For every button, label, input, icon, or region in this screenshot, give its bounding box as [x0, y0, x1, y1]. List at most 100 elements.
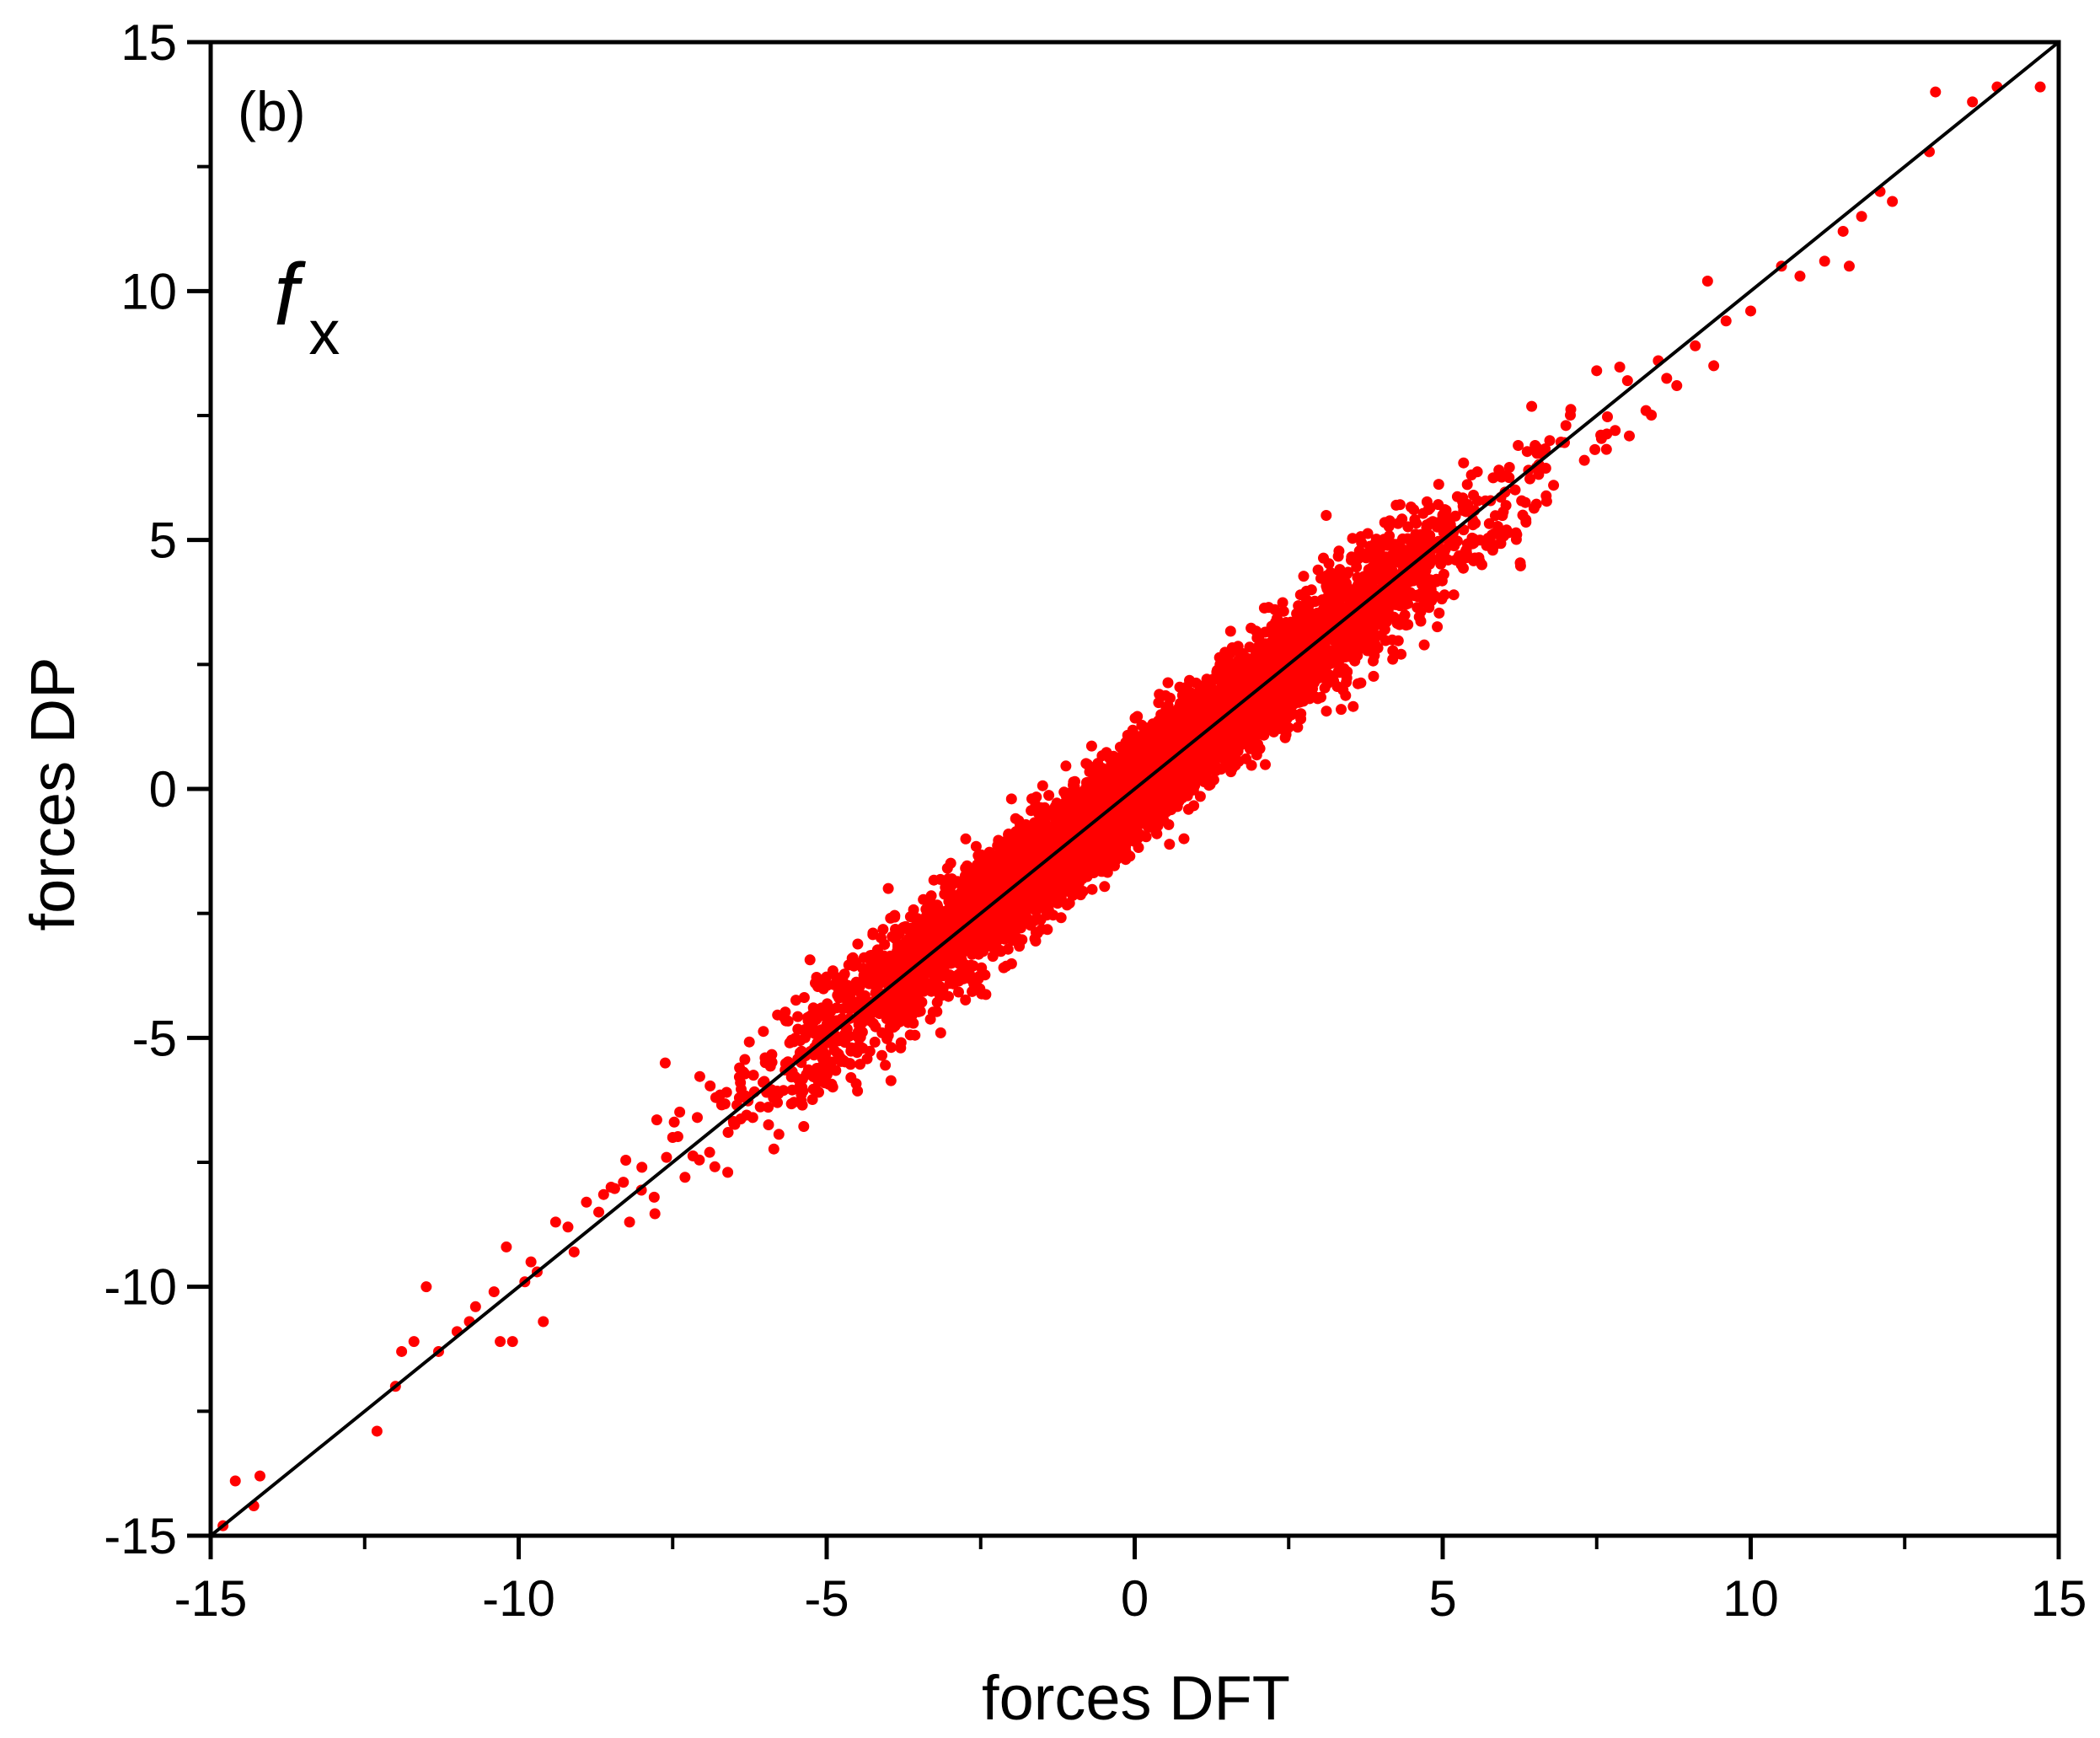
- data-point: [1794, 271, 1806, 282]
- data-point: [916, 996, 928, 1008]
- data-point: [1526, 400, 1538, 412]
- data-point: [1843, 260, 1855, 272]
- data-point: [1005, 793, 1017, 805]
- data-point: [1690, 340, 1701, 351]
- data-point: [421, 1281, 432, 1293]
- data-point: [998, 962, 1010, 974]
- data-point: [1026, 805, 1037, 817]
- data-point: [1037, 780, 1048, 791]
- data-point: [1487, 544, 1498, 556]
- data-point: [979, 969, 991, 981]
- data-point: [838, 968, 850, 980]
- data-point: [636, 1161, 648, 1173]
- data-point: [1708, 360, 1720, 372]
- data-point: [2034, 81, 2046, 93]
- data-point: [408, 1336, 420, 1348]
- data-point: [1182, 803, 1194, 815]
- data-point: [1489, 510, 1501, 522]
- data-point: [953, 986, 964, 998]
- data-point: [549, 1216, 561, 1228]
- data-point: [1509, 484, 1521, 496]
- data-point: [1510, 534, 1522, 545]
- data-point: [254, 1470, 265, 1482]
- data-point: [960, 833, 972, 845]
- data-point: [488, 1286, 500, 1298]
- data-point: [649, 1208, 661, 1220]
- data-point: [1448, 589, 1460, 601]
- data-point: [704, 1146, 715, 1158]
- data-point: [1524, 473, 1535, 485]
- data-point: [1433, 479, 1444, 491]
- data-point: [1887, 196, 1899, 207]
- data-point: [1178, 833, 1190, 845]
- data-point: [1099, 881, 1111, 893]
- data-point: [691, 1112, 703, 1124]
- data-point: [960, 994, 972, 1006]
- data-point: [1171, 801, 1183, 813]
- data-point: [581, 1196, 592, 1208]
- data-point: [1544, 435, 1556, 447]
- data-point: [1837, 225, 1849, 237]
- data-point: [651, 1114, 662, 1126]
- data-point: [1455, 559, 1467, 571]
- data-point: [1701, 276, 1713, 287]
- data-point: [1745, 305, 1756, 317]
- data-point: [1233, 755, 1245, 767]
- data-point: [1614, 362, 1626, 373]
- data-point: [1293, 600, 1304, 612]
- data-point: [865, 1015, 876, 1027]
- data-point: [1184, 674, 1195, 686]
- data-point: [1347, 533, 1358, 544]
- data-point: [747, 1070, 759, 1081]
- data-point: [1260, 759, 1271, 770]
- data-point: [1595, 429, 1607, 441]
- data-point: [1277, 597, 1288, 609]
- data-point: [1621, 375, 1633, 387]
- data-point: [1077, 886, 1089, 897]
- data-point: [1336, 704, 1347, 716]
- data-point: [1251, 632, 1263, 644]
- data-point: [538, 1316, 549, 1328]
- data-point: [763, 1119, 774, 1130]
- data-point: [495, 1336, 506, 1348]
- data-point: [1332, 550, 1344, 562]
- data-point: [1578, 454, 1590, 466]
- data-point: [1246, 759, 1257, 771]
- data-point: [593, 1206, 605, 1218]
- data-point: [882, 882, 894, 894]
- data-point: [1671, 380, 1683, 392]
- data-point: [1417, 507, 1429, 519]
- data-point: [1602, 411, 1613, 422]
- data-point: [1503, 462, 1515, 473]
- data-point: [624, 1216, 635, 1228]
- data-point: [719, 1098, 731, 1110]
- data-point: [1548, 480, 1560, 491]
- data-point: [785, 1098, 797, 1110]
- data-point: [869, 1036, 881, 1048]
- data-point: [1224, 625, 1236, 637]
- data-point: [1160, 689, 1171, 701]
- data-point: [766, 1056, 778, 1068]
- data-point: [1086, 883, 1098, 895]
- data-point: [1318, 552, 1329, 564]
- data-point: [850, 1078, 862, 1090]
- data-point: [371, 1425, 383, 1437]
- data-point: [773, 1129, 785, 1140]
- data-point: [766, 1049, 778, 1060]
- data-point: [1819, 255, 1830, 267]
- data-point: [1600, 443, 1612, 455]
- data-point: [229, 1475, 241, 1487]
- data-point: [1278, 605, 1289, 617]
- data-point: [597, 1188, 609, 1200]
- data-point: [1392, 518, 1404, 529]
- data-point: [1610, 425, 1621, 437]
- data-point: [396, 1345, 408, 1357]
- data-point: [796, 1089, 807, 1101]
- data-point: [672, 1131, 683, 1142]
- data-point: [1060, 760, 1072, 772]
- data-point: [1471, 495, 1483, 507]
- data-point: [1401, 620, 1412, 631]
- data-point: [828, 1044, 840, 1056]
- data-point: [679, 1172, 691, 1183]
- data-point: [798, 1121, 810, 1132]
